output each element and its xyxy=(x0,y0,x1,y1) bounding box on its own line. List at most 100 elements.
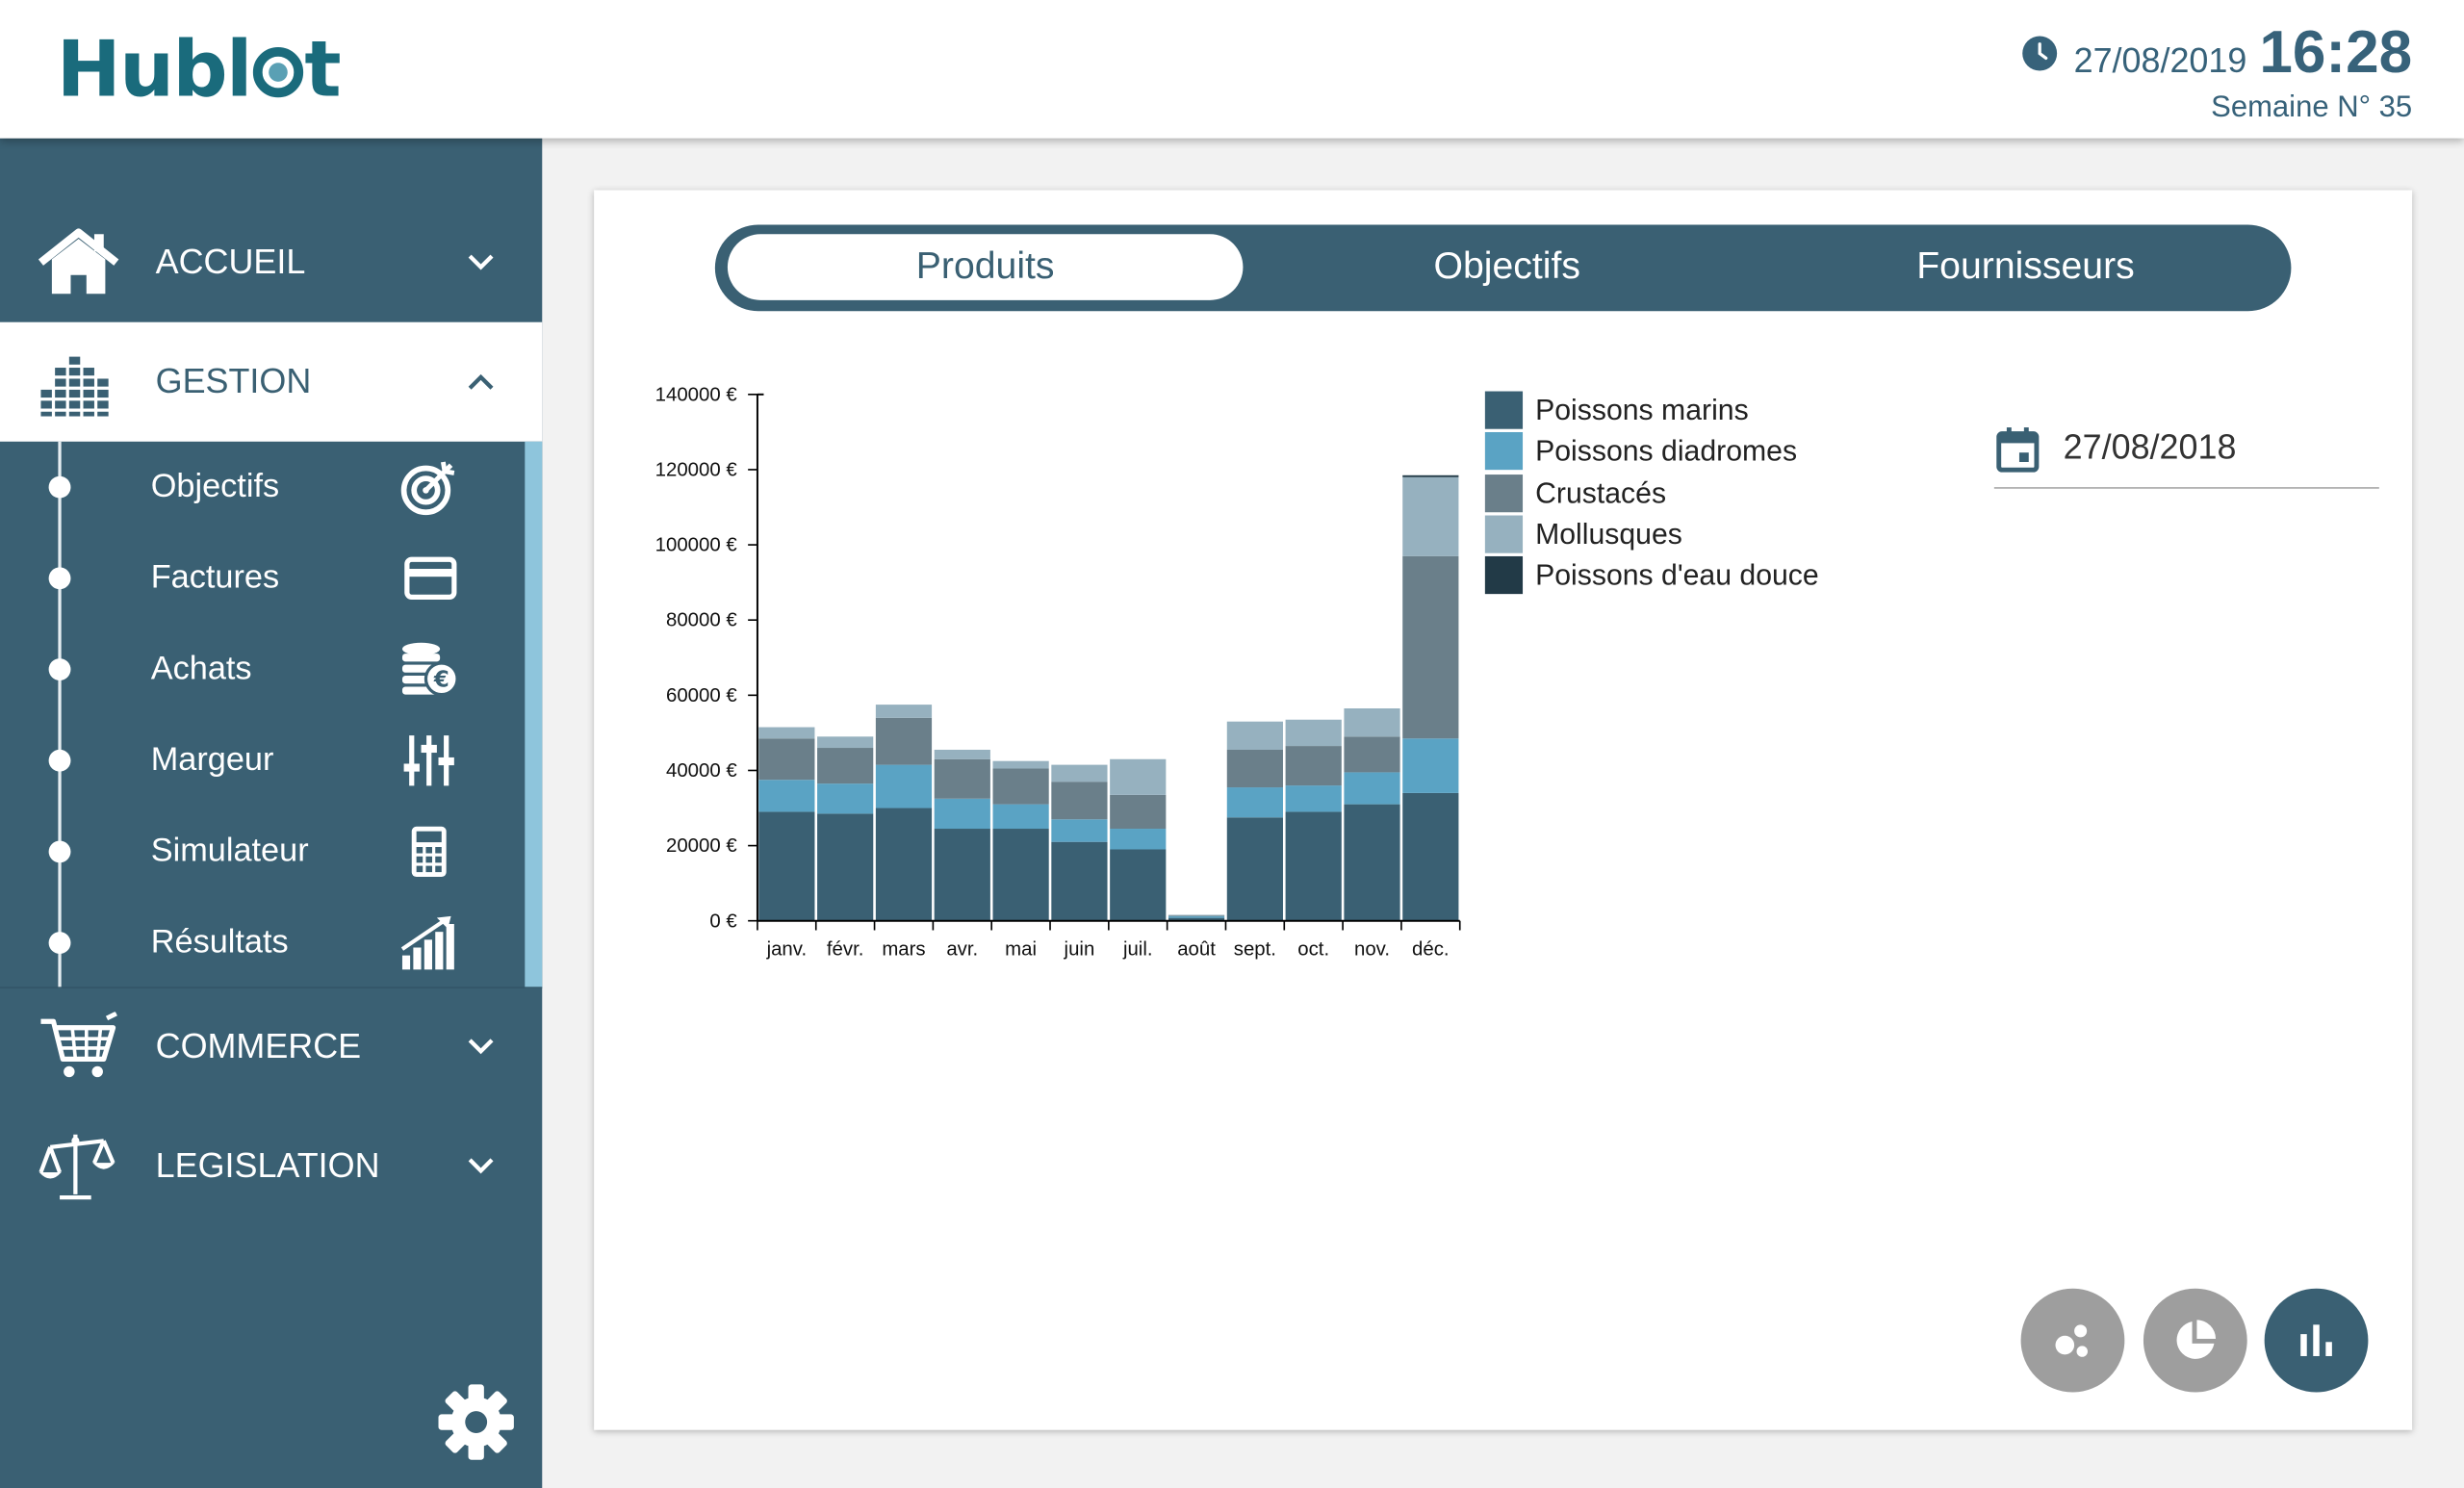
pie-chart-icon xyxy=(2176,1320,2217,1359)
subnav-achats[interactable]: Achats € xyxy=(0,624,525,715)
nav-legislation[interactable]: LEGISLATION xyxy=(0,1106,542,1225)
home-icon xyxy=(38,228,119,295)
bar-segment xyxy=(1110,829,1167,850)
date-picker-value: 27/08/2018 xyxy=(2063,427,2237,467)
x-tick-label: déc. xyxy=(1412,939,1450,961)
bar-segment xyxy=(1226,721,1283,750)
bar-segment xyxy=(934,829,990,921)
y-tick-label: 60000 € xyxy=(666,685,737,706)
nav-accueil[interactable]: ACCUEIL xyxy=(0,203,542,322)
bar-segment xyxy=(1110,758,1167,795)
bubble-chart-icon xyxy=(2055,1324,2088,1357)
date-picker-field[interactable]: 27/08/2018 xyxy=(1993,422,2379,489)
legend-item: Mollusques xyxy=(1484,514,1819,555)
bar-segment xyxy=(934,749,990,759)
legend-label: Mollusques xyxy=(1535,517,1682,551)
bar-segment xyxy=(758,811,815,921)
x-tick-label: avr. xyxy=(946,939,978,961)
calendar-icon[interactable] xyxy=(1994,425,2041,473)
chevron-down-icon xyxy=(468,254,494,270)
subnav-simulateur-label: Simulateur xyxy=(150,833,309,869)
subnav-resultats[interactable]: Résultats xyxy=(0,897,525,988)
y-tick-label: 100000 € xyxy=(655,535,738,556)
gear-icon[interactable] xyxy=(437,1383,516,1462)
bar-segment xyxy=(992,768,1049,805)
legend-label: Crustacés xyxy=(1535,475,1667,509)
bar-segment xyxy=(992,760,1049,769)
growth-chart-icon xyxy=(400,915,454,970)
section-divider xyxy=(0,987,543,988)
tab-objectifs[interactable]: Objectifs xyxy=(1433,244,1580,288)
tab-fournisseurs[interactable]: Fournisseurs xyxy=(1916,244,2135,288)
nav-accueil-label: ACCUEIL xyxy=(155,242,306,282)
bar-segment xyxy=(817,783,874,814)
subnav-margeur[interactable]: Margeur xyxy=(0,715,525,807)
bubble-chart-button[interactable] xyxy=(2020,1288,2125,1393)
bar-segment xyxy=(1051,764,1108,782)
stacked-bar-chart: 0 € 20000 € 40000 € 60000 € 80000 € 100000 € 1… xyxy=(655,384,1461,961)
bar-segment xyxy=(1344,736,1400,773)
gestion-bars-icon xyxy=(40,356,109,417)
bar-segment xyxy=(817,813,874,921)
bar-segment xyxy=(992,829,1049,921)
subnav-objectifs-label: Objectifs xyxy=(150,468,280,505)
sidebar: ACCUEIL GESTION Objectifs xyxy=(0,138,543,1488)
bar-segment xyxy=(1168,917,1225,921)
coins-euro-icon: € xyxy=(401,642,459,697)
bar-segment xyxy=(1051,782,1108,820)
legend-swatch xyxy=(1484,432,1524,471)
subnav-factures-label: Factures xyxy=(150,559,280,596)
legend-label: Poissons diadromes xyxy=(1535,434,1798,468)
bar-chart-icon xyxy=(2300,1324,2332,1356)
nav-commerce-label: COMMERCE xyxy=(155,1026,362,1065)
bar-segment xyxy=(1344,804,1400,921)
legend-label: Poissons d'eau douce xyxy=(1535,558,1819,592)
x-tick-label: oct. xyxy=(1297,939,1329,961)
x-tick-label: sept. xyxy=(1234,939,1276,961)
nav-commerce[interactable]: COMMERCE xyxy=(0,987,542,1106)
bar-segment xyxy=(1402,475,1459,477)
bar-chart-button[interactable] xyxy=(2264,1288,2369,1393)
nav-gestion[interactable]: GESTION xyxy=(0,321,543,442)
subnav-simulateur[interactable]: Simulateur xyxy=(0,807,525,898)
bar-segment xyxy=(1285,785,1342,812)
bar-segment xyxy=(875,808,933,921)
x-tick-label: mai xyxy=(1005,939,1037,961)
bar-segment xyxy=(875,717,933,765)
week-number: Semaine N° 35 xyxy=(2211,90,2413,124)
bar-segment xyxy=(817,748,874,784)
y-tick-label: 140000 € xyxy=(655,384,738,405)
legend-swatch xyxy=(1484,556,1524,595)
timeline-dot xyxy=(48,658,71,680)
bar-segment xyxy=(1344,772,1400,805)
subnav-resultats-label: Résultats xyxy=(150,923,289,961)
y-tick-label: 120000 € xyxy=(655,459,738,480)
credit-card-icon xyxy=(404,556,457,601)
bar-segment xyxy=(1226,749,1283,788)
bar-segment xyxy=(875,764,933,808)
hublot-logo[interactable]: Hubl t xyxy=(56,25,342,115)
nav-gestion-label: GESTION xyxy=(155,361,312,401)
tab-produits[interactable]: Produits xyxy=(727,234,1244,300)
bar-segment xyxy=(1344,708,1400,737)
legend-item: Poissons marins xyxy=(1484,390,1819,431)
subnav-achats-label: Achats xyxy=(150,650,252,687)
bar-segment xyxy=(1402,476,1459,556)
logo-porthole-icon xyxy=(252,46,303,98)
bar-segment xyxy=(1051,841,1108,921)
y-tick-label: 0 € xyxy=(709,911,737,932)
target-icon xyxy=(400,461,455,516)
bar-segment xyxy=(875,705,933,718)
datetime-panel: 27/08/2019 16:28 Semaine N° 35 xyxy=(2020,19,2412,126)
subnav-factures[interactable]: Factures xyxy=(0,532,525,624)
pie-chart-button[interactable] xyxy=(2143,1288,2247,1393)
y-tick-label: 80000 € xyxy=(666,610,737,631)
top-header: Hubl t 27/08/2019 16:28 Semaine N° 35 xyxy=(0,0,2464,139)
tab-bar: Produits Objectifs Fournisseurs xyxy=(714,224,2292,312)
bar-segment xyxy=(1051,819,1108,842)
bar-segment xyxy=(758,780,815,812)
subnav-objectifs[interactable]: Objectifs xyxy=(0,442,525,533)
x-tick-label: juin xyxy=(1064,939,1095,961)
chevron-down-icon xyxy=(468,1039,494,1055)
current-date: 27/08/2019 xyxy=(2073,40,2247,81)
